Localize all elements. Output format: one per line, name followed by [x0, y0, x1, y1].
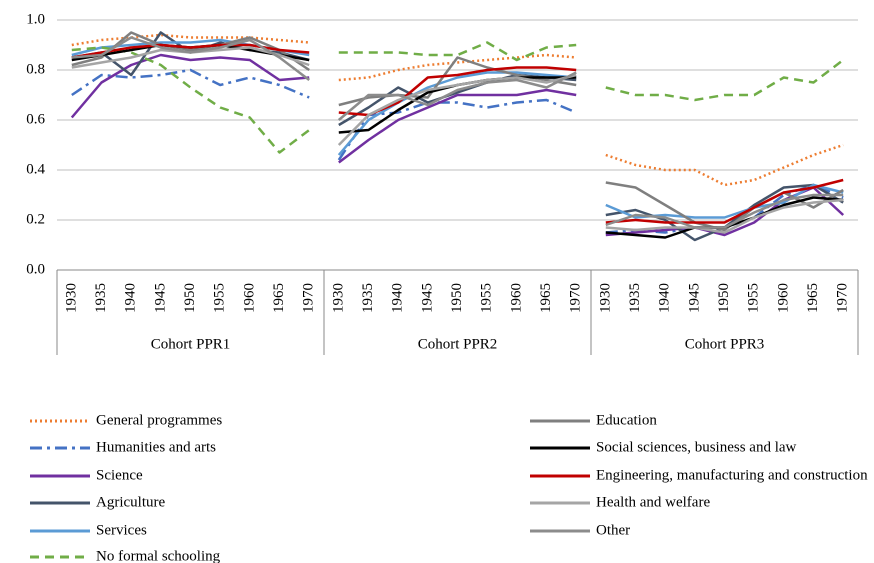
- legend-label: Services: [96, 522, 147, 538]
- x-tick-label: 1965: [805, 283, 821, 313]
- y-tick-label: 0.6: [26, 111, 45, 127]
- x-tick-label: 1935: [93, 283, 109, 313]
- x-tick-label: 1945: [419, 283, 435, 313]
- legend-label: Engineering, manufacturing and construct…: [596, 467, 868, 483]
- x-tick-label: 1950: [449, 283, 465, 313]
- x-tick-label: 1955: [212, 283, 228, 313]
- x-tick-label: 1960: [508, 283, 524, 313]
- x-tick-label: 1955: [479, 283, 495, 313]
- x-tick-label: 1940: [657, 283, 673, 313]
- x-tick-label: 1930: [597, 283, 613, 313]
- series-line: [70, 53, 310, 119]
- y-tick-label: 0.4: [26, 161, 45, 177]
- series-line: [71, 33, 310, 47]
- series-line: [605, 198, 844, 234]
- group-label: Cohort PPR3: [685, 336, 765, 352]
- legend-label: Social sciences, business and law: [596, 439, 797, 455]
- x-tick-label: 1955: [746, 283, 762, 313]
- series-line: [337, 71, 577, 121]
- series-line: [71, 68, 310, 99]
- x-tick-label: 1935: [627, 283, 643, 313]
- x-tick-label: 1960: [775, 283, 791, 313]
- x-tick-label: 1960: [241, 283, 257, 313]
- x-tick-label: 1965: [271, 283, 287, 313]
- x-tick-label: 1950: [716, 283, 732, 313]
- x-tick-label: 1930: [330, 283, 346, 313]
- series-line: [605, 181, 844, 232]
- series-line: [337, 71, 577, 156]
- x-tick-label: 1935: [360, 283, 376, 313]
- x-tick-label: 1930: [63, 283, 79, 313]
- y-tick-label: 0.0: [26, 261, 45, 277]
- series-line: [605, 143, 844, 187]
- legend-label: Science: [96, 467, 143, 483]
- legend-label: Agriculture: [96, 494, 165, 510]
- x-tick-label: 1950: [182, 283, 198, 313]
- legend-label: Health and welfare: [596, 494, 710, 510]
- series-line: [71, 36, 310, 81]
- legend-label: General programmes: [96, 412, 222, 428]
- series-line: [605, 193, 844, 229]
- x-tick-label: 1945: [686, 283, 702, 313]
- legend: General programmes Humanities and arts Sci…: [30, 412, 868, 563]
- x-tick-label: 1970: [301, 283, 317, 313]
- y-tick-label: 0.8: [26, 61, 45, 77]
- legend-label: Humanities and arts: [96, 439, 216, 455]
- series-line: [337, 98, 577, 161]
- series-line: [338, 53, 577, 82]
- series-line: [71, 46, 310, 154]
- x-tick-label: 1970: [835, 283, 851, 313]
- x-tick-label: 1965: [538, 283, 554, 313]
- x-tick-label: 1970: [568, 283, 584, 313]
- series-line: [338, 88, 577, 164]
- x-tick-label: 1945: [152, 283, 168, 313]
- legend-label: Other: [596, 522, 630, 538]
- series-line: [605, 59, 844, 102]
- group-label: Cohort PPR1: [151, 336, 231, 352]
- series-line: [71, 43, 310, 59]
- y-tick-label: 1.0: [26, 11, 45, 27]
- x-tick-label: 1940: [390, 283, 406, 313]
- series-line: [605, 178, 844, 224]
- x-tick-label: 1940: [123, 283, 139, 313]
- y-tick-label: 0.2: [26, 211, 45, 227]
- legend-label: Education: [596, 412, 657, 428]
- group-label: Cohort PPR2: [418, 336, 498, 352]
- legend-label: No formal schooling: [96, 548, 221, 563]
- series-line: [337, 73, 577, 146]
